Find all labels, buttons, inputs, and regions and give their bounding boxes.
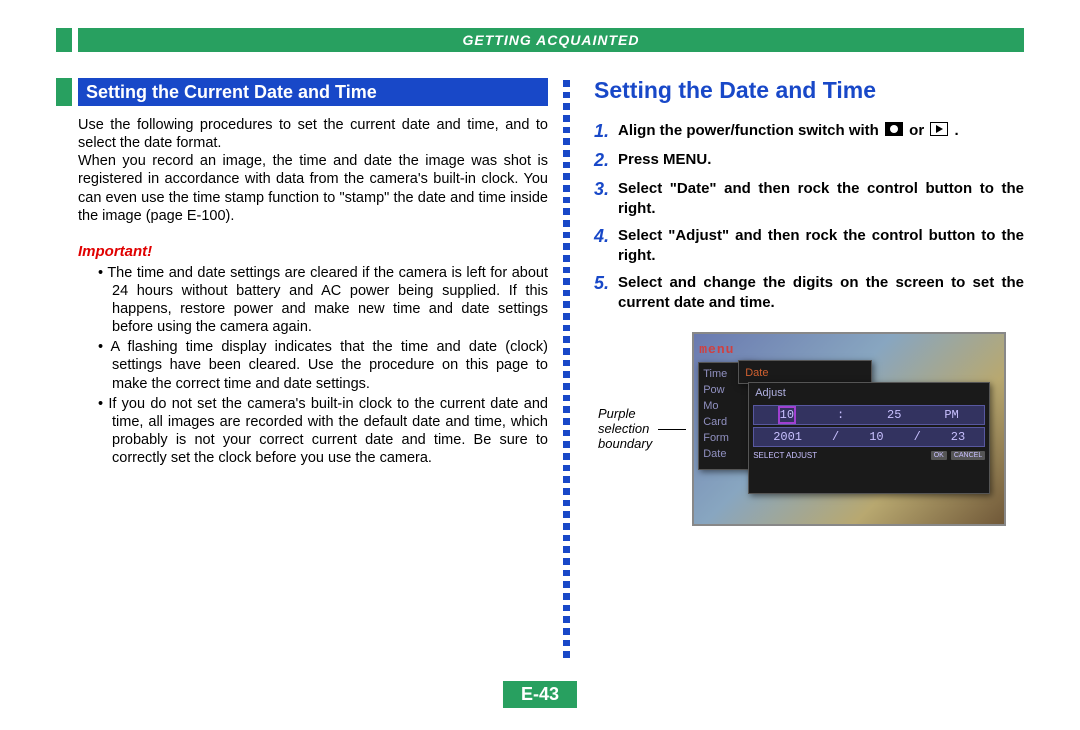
date-row: 2001 / 10 / 23 (753, 427, 985, 447)
camera-screen-mock: menu Time Pow Mo Card Form Date Date Adj… (692, 332, 1006, 526)
colon: : (837, 408, 844, 422)
header-accent (56, 28, 72, 52)
column-divider (560, 78, 572, 658)
important-label: Important! (78, 243, 548, 260)
camera-icon (885, 122, 903, 142)
adjust-pane: Adjust 10 : 25 PM 2001 / 10 / 23 (748, 382, 990, 494)
steps-list: 1. Align the power/function switch with … (594, 121, 1024, 312)
step-number: 1. (594, 121, 618, 142)
header-bar: GETTING ACQUAINTED (56, 28, 1024, 52)
step-text: Align the power/function switch with or … (618, 121, 1024, 142)
step-item: 3. Select "Date" and then rock the contr… (594, 179, 1024, 218)
important-item: A flashing time display indicates that t… (98, 338, 548, 392)
right-column: Setting the Date and Time 1. Align the p… (572, 78, 1024, 658)
left-column: Setting the Current Date and Time Use th… (56, 78, 560, 658)
step-item: 5. Select and change the digits on the s… (594, 273, 1024, 312)
figure-row: Purple selection boundary menu Time Pow … (594, 332, 1024, 526)
left-intro-2: When you record an image, the time and d… (78, 152, 548, 225)
page-number: E-43 (503, 681, 577, 708)
year-value: 2001 (773, 430, 802, 444)
select-adjust-label: SELECT ADJUST (753, 451, 817, 460)
month-value: 10 (869, 430, 883, 444)
minute-value: 25 (887, 408, 901, 422)
day-value: 23 (951, 430, 965, 444)
left-section-title: Setting the Current Date and Time (78, 78, 548, 106)
step-text-post: . (955, 122, 959, 139)
figure-leader-line (658, 429, 686, 430)
step-text: Select and change the digits on the scre… (618, 273, 1024, 312)
slash: / (914, 430, 921, 444)
step-text-pre: Align the power/function switch with (618, 122, 883, 139)
right-section-title: Setting the Date and Time (594, 78, 1024, 103)
play-icon (930, 122, 948, 142)
menu-label: menu (699, 342, 734, 357)
step-text: Select "Date" and then rock the control … (618, 179, 1024, 218)
step-number: 3. (594, 179, 618, 218)
date-title-pane: Date (738, 360, 872, 384)
left-intro-1: Use the following procedures to set the … (78, 116, 548, 152)
header-title: GETTING ACQUAINTED (78, 28, 1024, 52)
adjust-label: Adjust (749, 383, 989, 403)
step-number: 5. (594, 273, 618, 312)
bottom-buttons: SELECT ADJUST OK CANCEL (749, 449, 989, 462)
figure-label: Purple selection boundary (598, 407, 652, 452)
step-item: 2. Press MENU. (594, 150, 1024, 171)
ok-button-label: OK (931, 451, 947, 460)
side-item: Pow (703, 382, 749, 398)
hour-value: 10 (780, 408, 794, 422)
side-item: Date (703, 446, 749, 462)
important-item: The time and date settings are cleared i… (98, 264, 548, 337)
slash: / (832, 430, 839, 444)
step-item: 4. Select "Adjust" and then rock the con… (594, 226, 1024, 265)
content-row: Setting the Current Date and Time Use th… (56, 78, 1024, 658)
ampm-value: PM (944, 408, 958, 422)
step-number: 4. (594, 226, 618, 265)
step-text-mid: or (909, 122, 928, 139)
side-item: Mo (703, 398, 749, 414)
step-number: 2. (594, 150, 618, 171)
important-list: The time and date settings are cleared i… (78, 264, 548, 467)
step-item: 1. Align the power/function switch with … (594, 121, 1024, 142)
date-label: Date (745, 367, 768, 379)
side-item: Form (703, 430, 749, 446)
important-item: If you do not set the camera's built-in … (98, 395, 548, 468)
step-text: Press MENU. (618, 150, 1024, 171)
time-row: 10 : 25 PM (753, 405, 985, 425)
side-item: Card (703, 414, 749, 430)
cancel-button-label: CANCEL (951, 451, 985, 460)
step-text: Select "Adjust" and then rock the contro… (618, 226, 1024, 265)
